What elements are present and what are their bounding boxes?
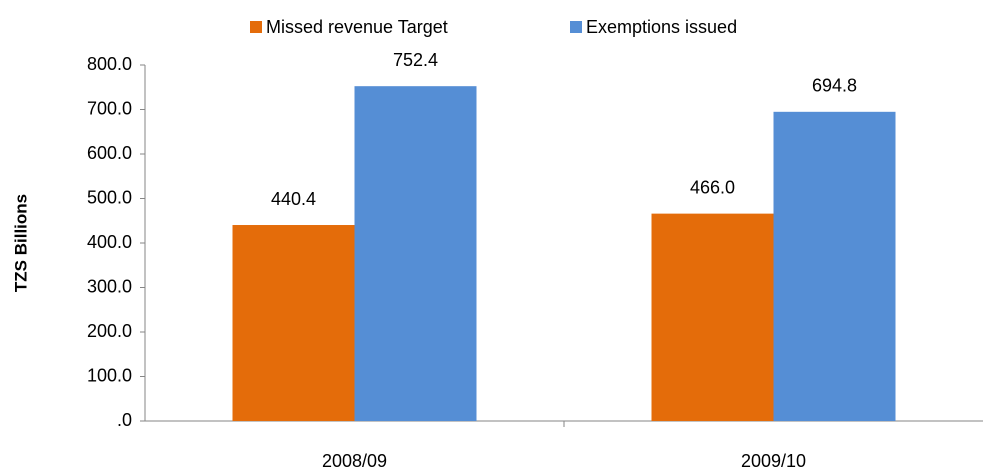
y-tick-label: 400.0 <box>87 232 132 252</box>
y-tick-label: 500.0 <box>87 187 132 207</box>
bar <box>651 213 774 421</box>
data-label: 466.0 <box>690 177 735 197</box>
y-tick-label: 800.0 <box>87 54 132 74</box>
bar <box>354 86 477 421</box>
data-label: 752.4 <box>393 50 438 70</box>
y-tick-label: 300.0 <box>87 276 132 296</box>
legend-swatch <box>570 21 582 33</box>
legend-label: Missed revenue Target <box>266 17 448 37</box>
x-tick-label: 2008/09 <box>322 451 387 471</box>
legend-swatch <box>250 21 262 33</box>
data-label: 440.4 <box>271 189 316 209</box>
y-tick-label: 700.0 <box>87 98 132 118</box>
legend-label: Exemptions issued <box>586 17 737 37</box>
data-label: 694.8 <box>812 76 857 96</box>
y-axis-label: TZS Billions <box>11 194 30 292</box>
y-tick-label: 600.0 <box>87 143 132 163</box>
y-tick-label: 200.0 <box>87 321 132 341</box>
y-tick-label: 100.0 <box>87 365 132 385</box>
x-tick-label: 2009/10 <box>741 451 806 471</box>
y-tick-label: .0 <box>117 410 132 430</box>
bar <box>232 225 355 421</box>
bar <box>773 111 896 422</box>
